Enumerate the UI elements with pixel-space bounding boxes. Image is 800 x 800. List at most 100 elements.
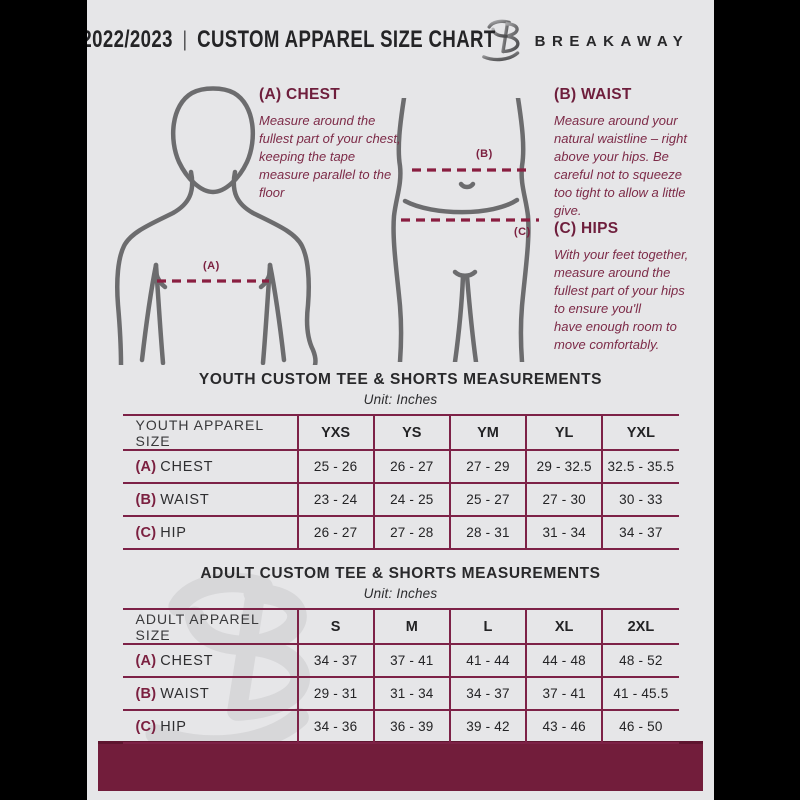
youth-size-table: YOUTH APPAREL SIZE YXS YS YM YL YXL (A) … [122,414,679,550]
row-label: WAIST [160,685,210,702]
size-header-s: S [296,608,374,645]
adult-size-table: ADULT APPAREL SIZE S M L XL 2XL (A) CHES… [122,608,679,744]
table-row-adult-chest: (A) CHEST 34 - 37 37 - 41 41 - 44 44 - 4… [122,644,679,678]
value-cell: 27 - 30 [525,483,603,517]
lower-body-figure [391,98,539,362]
adult-size-column-header: ADULT APPAREL SIZE [122,608,298,645]
value-cell: 31 - 34 [525,516,603,550]
adult-header-row: ADULT APPAREL SIZE S M L XL 2XL [122,608,679,645]
value-cell: 37 - 41 [525,677,603,711]
size-header-m: M [372,608,450,645]
row-label-cell: (C) HIP [122,516,298,550]
value-cell: 36 - 39 [372,710,450,744]
value-cell: 34 - 37 [296,644,374,678]
measurement-tables: YOUTH CUSTOM TEE & SHORTS MEASUREMENTS U… [87,371,714,744]
hips-guide-text: With your feet together, measure around … [554,247,689,352]
waist-marker-label: (B) [476,148,493,160]
value-cell: 44 - 48 [525,644,603,678]
table-row-youth-hip: (C) HIP 26 - 27 27 - 28 28 - 31 31 - 34 … [122,516,679,550]
row-label-cell: (B) WAIST [122,677,298,711]
value-cell: 41 - 45.5 [601,677,679,711]
measurement-diagram: (A) (B) (C) (A) CHEST Measure around the… [87,80,714,365]
waist-guide-heading: (B) WAIST [554,86,632,103]
value-cell: 26 - 27 [296,516,374,550]
breakaway-b-logo-icon [481,19,520,62]
row-label-cell: (A) CHEST [122,644,298,678]
waist-guide: (B) WAIST Measure around your natural wa… [554,86,692,220]
size-header-xl: XL [525,608,603,645]
value-cell: 46 - 50 [601,710,679,744]
row-prefix: (C) [135,524,157,541]
adult-unit-label: Unit: Inches [363,586,438,601]
value-cell: 32.5 - 35.5 [601,450,679,484]
hips-guide: (C) HIPS With your feet together, measur… [554,220,698,354]
row-label-cell: (C) HIP [122,710,298,744]
table-row-youth-chest: (A) CHEST 25 - 26 26 - 27 27 - 29 29 - 3… [122,450,679,484]
row-label-cell: (B) WAIST [122,483,298,517]
size-header-yl: YL [525,414,603,451]
size-header-l: L [448,608,527,645]
value-cell: 27 - 29 [448,450,527,484]
hip-marker-label: (C) [514,226,531,238]
adult-section: ADULT CUSTOM TEE & SHORTS MEASUREMENTS U… [87,565,714,744]
size-chart-page: 2022/2023 | CUSTOM APPAREL SIZE CHART [87,0,714,800]
value-cell: 37 - 41 [372,644,450,678]
size-header-ys: YS [372,414,450,451]
row-label: HIP [160,718,187,735]
row-label-cell: (A) CHEST [122,450,298,484]
value-cell: 29 - 32.5 [525,450,603,484]
row-prefix: (C) [135,718,157,735]
row-label: CHEST [160,652,214,669]
table-row-adult-waist: (B) WAIST 29 - 31 31 - 34 34 - 37 37 - 4… [122,677,679,711]
season-text: 2022/2023 [87,26,174,53]
value-cell: 27 - 28 [372,516,450,550]
youth-size-column-header: YOUTH APPAREL SIZE [122,414,298,451]
row-prefix: (A) [135,458,157,475]
footer-accent-bar [98,741,703,791]
size-header-2xl: 2XL [601,608,679,645]
masthead: 2022/2023 | CUSTOM APPAREL SIZE CHART [87,0,714,80]
brand-lockup: BREAKAWAY [480,18,690,62]
value-cell: 23 - 24 [296,483,374,517]
waist-guide-text: Measure around your natural waistline – … [554,113,687,218]
size-header-yxs: YXS [296,414,374,451]
chest-guide-text: Measure around the fullest part of your … [259,113,401,200]
row-label: CHEST [160,458,214,475]
value-cell: 34 - 37 [448,677,527,711]
brand-name: BREAKAWAY [534,32,690,50]
value-cell: 25 - 27 [448,483,527,517]
masthead-title: 2022/2023 | CUSTOM APPAREL SIZE CHART [87,26,496,54]
chest-guide-heading: (A) CHEST [259,86,341,103]
page-title: CUSTOM APPAREL SIZE CHART [197,26,496,53]
value-cell: 39 - 42 [448,710,527,744]
value-cell: 41 - 44 [448,644,527,678]
adult-section-title: ADULT CUSTOM TEE & SHORTS MEASUREMENTS [200,565,601,582]
title-separator: | [182,28,188,51]
upper-body-figure [115,86,318,365]
table-row-adult-hip: (C) HIP 34 - 36 36 - 39 39 - 42 43 - 46 … [122,710,679,744]
value-cell: 24 - 25 [372,483,450,517]
value-cell: 29 - 31 [296,677,374,711]
youth-header-row: YOUTH APPAREL SIZE YXS YS YM YL YXL [122,414,679,451]
youth-section: YOUTH CUSTOM TEE & SHORTS MEASUREMENTS U… [87,371,714,550]
chest-marker-label: (A) [203,260,220,272]
masthead-title-box: 2022/2023 | CUSTOM APPAREL SIZE CHART [87,26,495,54]
hips-guide-heading: (C) HIPS [554,220,619,237]
value-cell: 25 - 26 [296,450,374,484]
value-cell: 34 - 37 [601,516,679,550]
youth-section-title: YOUTH CUSTOM TEE & SHORTS MEASUREMENTS [198,371,603,388]
size-header-ym: YM [448,414,527,451]
value-cell: 48 - 52 [601,644,679,678]
chest-guide: (A) CHEST Measure around the fullest par… [259,86,407,202]
value-cell: 30 - 33 [601,483,679,517]
row-label: HIP [160,524,187,541]
youth-unit-label: Unit: Inches [363,392,438,407]
value-cell: 31 - 34 [372,677,450,711]
row-prefix: (A) [135,652,157,669]
row-prefix: (B) [135,685,157,702]
value-cell: 43 - 46 [525,710,603,744]
value-cell: 28 - 31 [448,516,527,550]
row-prefix: (B) [135,491,157,508]
table-row-youth-waist: (B) WAIST 23 - 24 24 - 25 25 - 27 27 - 3… [122,483,679,517]
value-cell: 26 - 27 [372,450,450,484]
